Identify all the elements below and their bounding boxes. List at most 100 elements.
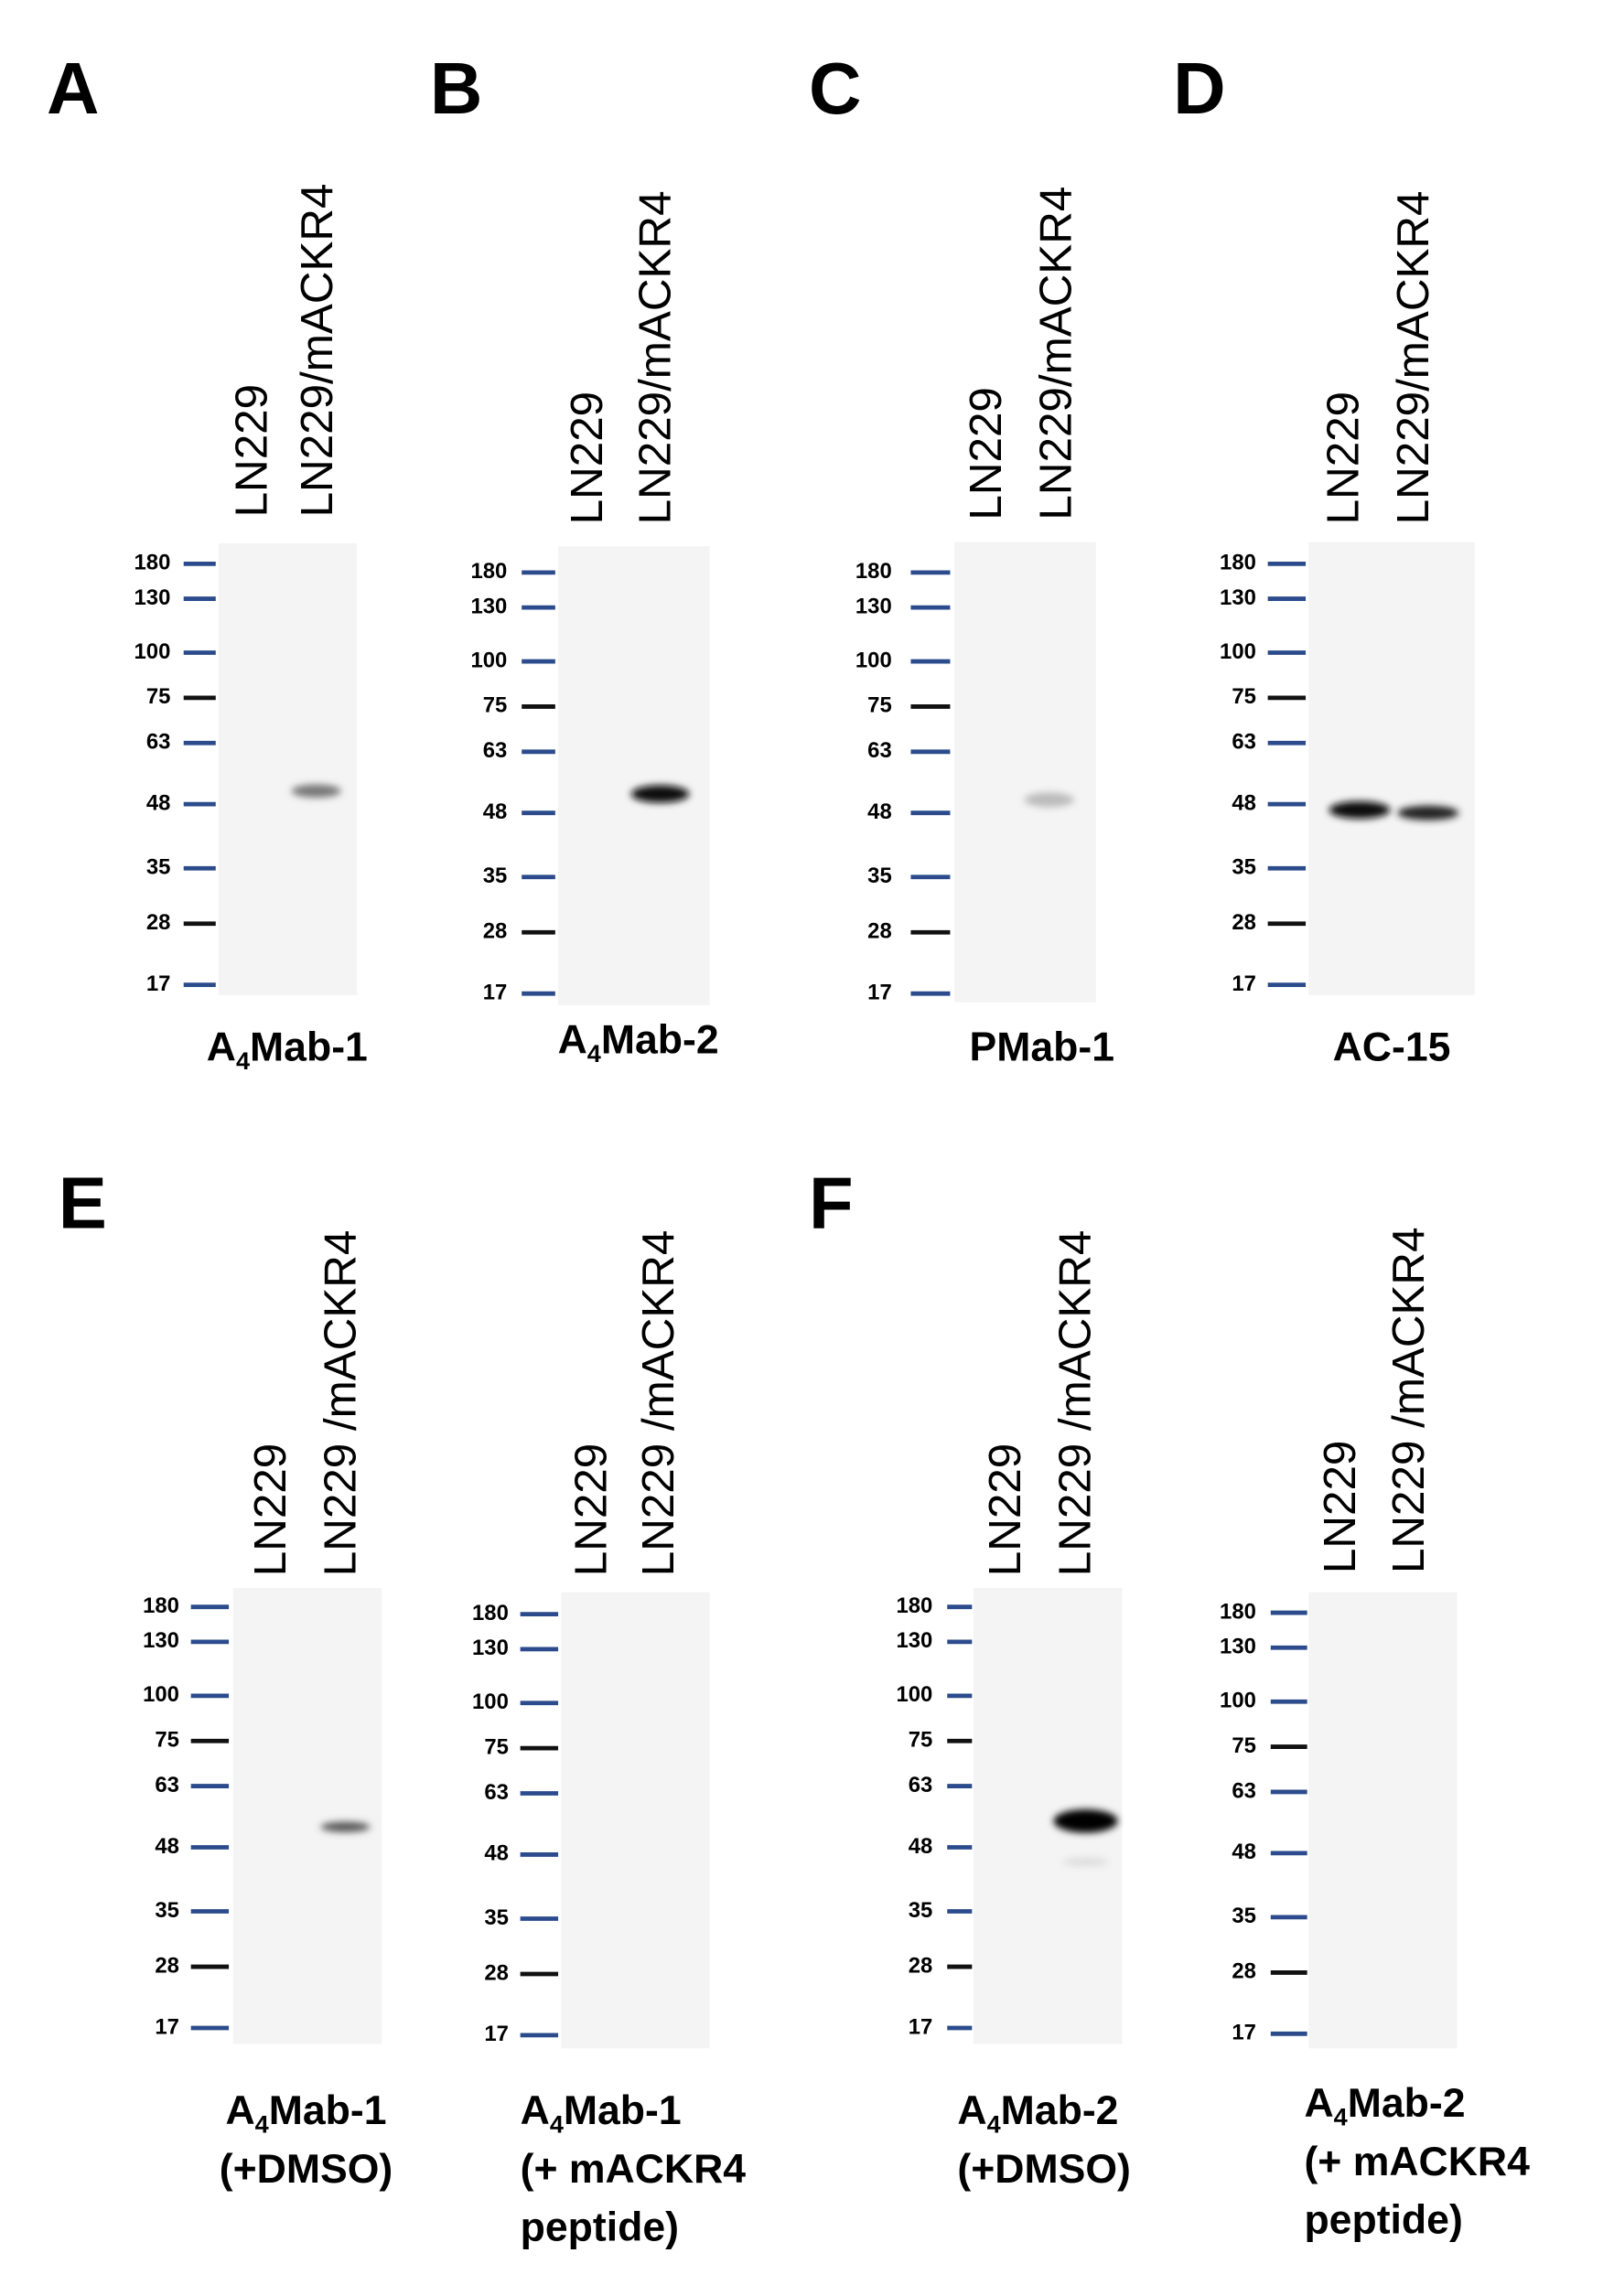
caption-text: Mab-1	[269, 2088, 387, 2133]
membrane	[1308, 542, 1475, 995]
caption-text: A	[957, 2088, 986, 2133]
subscript: 4	[236, 1046, 250, 1075]
marker-label: 75	[867, 693, 892, 718]
marker-label: 180	[134, 551, 171, 575]
lane-label: LN229	[1315, 1441, 1365, 1573]
caption-text: Mab-2	[601, 1017, 719, 1062]
marker-label: 35	[483, 864, 508, 888]
marker-label: 48	[155, 1834, 179, 1859]
marker-label: 130	[134, 585, 171, 610]
marker-label: 17	[146, 971, 171, 996]
caption: A4Mab-1	[207, 1025, 368, 1075]
marker-label: 130	[470, 594, 507, 618]
lane-label: LN229	[961, 387, 1011, 520]
caption: (+DMSO)	[220, 2147, 393, 2192]
marker-label: 17	[1232, 2021, 1256, 2045]
membrane	[218, 543, 358, 995]
lane-label: LN229/mACKR4	[1388, 190, 1438, 524]
caption: A4Mab-2	[558, 1017, 719, 1068]
marker-label: 75	[1232, 1733, 1256, 1758]
marker-label: 100	[1220, 1689, 1256, 1713]
marker-label: 75	[909, 1728, 933, 1753]
lane-label: LN229 /mACKR4	[1383, 1227, 1434, 1573]
marker-label: 35	[484, 1905, 509, 1930]
marker-label: 35	[155, 1898, 179, 1923]
marker-label: 48	[1232, 1840, 1256, 1864]
marker-label: 17	[867, 980, 892, 1004]
marker-label: 130	[472, 1636, 509, 1660]
band	[1053, 1809, 1118, 1833]
lane-label: LN229	[980, 1443, 1030, 1576]
marker-label: 48	[483, 799, 508, 824]
caption: A4Mab-1	[225, 2088, 386, 2139]
lane-label: LN229 /mACKR4	[633, 1230, 683, 1577]
marker-label: 180	[470, 559, 507, 584]
membrane	[232, 1587, 382, 2044]
marker-label: 130	[855, 594, 892, 618]
caption: peptide)	[521, 2205, 679, 2249]
lane-label: LN229/mACKR4	[630, 190, 681, 524]
marker-label: 17	[1232, 971, 1256, 996]
marker-label: 180	[1220, 551, 1256, 575]
caption-text: (+DMSO)	[220, 2147, 393, 2192]
marker-label: 180	[143, 1593, 179, 1618]
marker-label: 130	[1220, 585, 1256, 610]
caption-text: A	[1304, 2081, 1333, 2126]
marker-label: 35	[1232, 1904, 1256, 1928]
marker-label: 180	[1220, 1599, 1256, 1624]
lane-label: LN229/mACKR4	[1031, 187, 1081, 520]
marker-label: 35	[867, 864, 892, 888]
subscript: 4	[550, 2110, 564, 2139]
panel-letter: C	[809, 48, 862, 129]
blot-panel: C LN229 LN229/mACKR4 180 130 100 75 63 48 35 28 17 P…	[809, 48, 1114, 1069]
band	[320, 1821, 371, 1832]
marker-label: 100	[1220, 639, 1256, 664]
caption: A4Mab-1	[521, 2088, 682, 2139]
marker-label: 48	[867, 799, 892, 824]
caption-text: A	[521, 2088, 550, 2133]
lane-label: LN229 /mACKR4	[1049, 1230, 1100, 1577]
marker-label: 17	[484, 2022, 509, 2046]
marker-label: 130	[1220, 1635, 1256, 1659]
caption-text: A	[225, 2088, 254, 2133]
marker-label: 180	[472, 1601, 509, 1625]
blot-panel: D LN229 LN229/mACKR4 180 130 100 75 63 48 35 28 17 A…	[1173, 48, 1475, 1069]
marker-label: 28	[484, 1960, 509, 1985]
marker-label: 100	[134, 639, 171, 664]
blot-panel: E LN229 LN229 /mACKR4 180 130 100 75 63 48 35 28 17…	[59, 1163, 393, 2192]
subscript: 4	[255, 2110, 269, 2139]
marker-label: 17	[909, 2014, 933, 2039]
caption: A4Mab-2	[957, 2088, 1118, 2139]
marker-label: 63	[909, 1773, 933, 1797]
marker-label: 75	[484, 1734, 509, 1759]
subscript: 4	[987, 2110, 1001, 2139]
marker-label: 100	[143, 1682, 179, 1707]
marker-label: 35	[1232, 855, 1256, 880]
lane-label: LN229	[1318, 392, 1368, 524]
membrane	[954, 542, 1096, 1003]
marker-label: 63	[483, 738, 508, 763]
marker-label: 17	[483, 980, 508, 1004]
marker-label: 75	[155, 1728, 179, 1753]
lane-label: LN229	[227, 384, 277, 517]
caption-text: Mab-1	[250, 1025, 368, 1069]
membrane	[561, 1592, 710, 2049]
marker-label: 63	[1232, 1778, 1256, 1803]
band	[291, 784, 341, 798]
caption: (+ mACKR4	[1304, 2140, 1530, 2184]
marker-label: 100	[472, 1690, 509, 1714]
caption-text: (+DMSO)	[957, 2147, 1130, 2192]
caption: peptide)	[1304, 2198, 1462, 2243]
marker-label: 100	[896, 1682, 932, 1707]
subscript: 4	[1334, 2103, 1348, 2131]
marker-label: 28	[909, 1953, 933, 1978]
blot-panel: A LN229 LN229/mACKR4 180 130 100 75 63 48 35 28 17 A…	[47, 48, 368, 1075]
marker-label: 63	[484, 1780, 509, 1805]
marker-label: 28	[867, 919, 892, 944]
caption-text: Mab-2	[1001, 2088, 1119, 2133]
caption-text: peptide)	[1304, 2198, 1462, 2243]
lane-label: LN229	[245, 1443, 296, 1576]
blot-panel: LN229 LN229 /mACKR4 180 130 100 75 63 48 35 28 17 A…	[1220, 1227, 1530, 2242]
marker-label: 130	[896, 1628, 932, 1653]
